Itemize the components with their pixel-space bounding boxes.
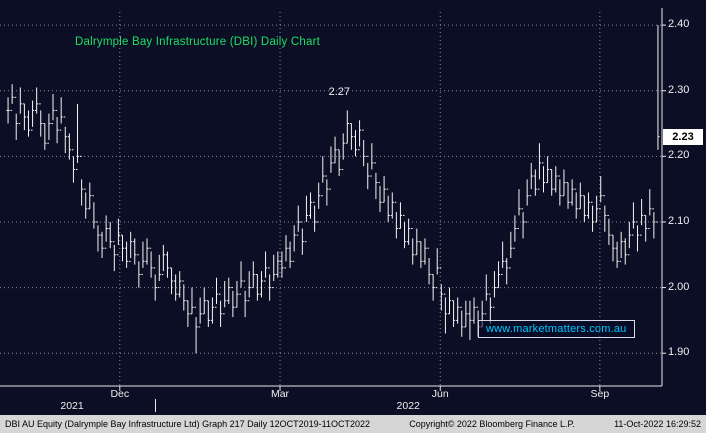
year-axis-label: 2022: [396, 400, 420, 412]
status-datetime-text: 11-Oct-2022 16:29:52: [614, 419, 701, 429]
price-axis-label: 2.40: [668, 18, 690, 31]
price-axis-label: 2.20: [668, 149, 690, 162]
month-axis-label: Mar: [270, 388, 290, 400]
year-separator: [155, 399, 157, 412]
month-axis-label: Dec: [110, 388, 130, 400]
status-left-text: DBI AU Equity (Dalrymple Bay Infrastruct…: [5, 419, 370, 429]
price-axis-label: 2.10: [668, 214, 690, 227]
peak-price-annotation: 2.27: [328, 86, 350, 99]
status-bar: DBI AU Equity (Dalrymple Bay Infrastruct…: [0, 415, 706, 433]
chart-title: Dalrymple Bay Infrastructure (DBI) Daily…: [75, 36, 321, 48]
month-axis-label: Sep: [590, 388, 610, 400]
month-axis-label: Jun: [431, 388, 449, 400]
price-axis-label: 2.00: [668, 280, 690, 293]
last-price-badge: 2.23: [663, 128, 703, 145]
price-axis-label: 1.90: [668, 346, 690, 359]
price-axis-label: 2.30: [668, 83, 690, 96]
status-copyright-text: Copyright© 2022 Bloomberg Finance L.P.: [409, 419, 575, 429]
year-axis-label: 2021: [60, 400, 84, 412]
watermark-link[interactable]: www.marketmatters.com.au: [478, 320, 635, 338]
